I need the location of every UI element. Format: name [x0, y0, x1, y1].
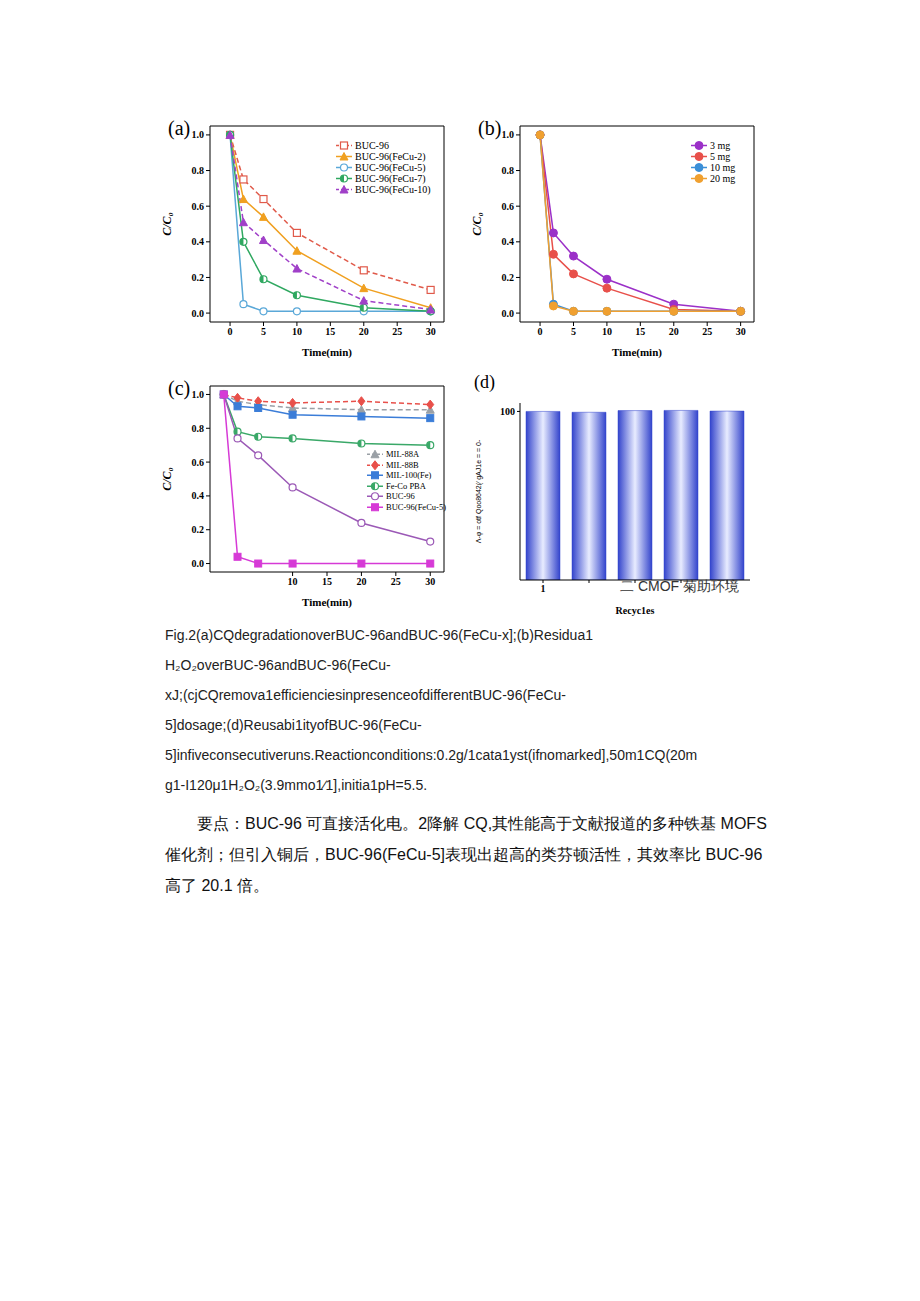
svg-text:Recyc1es: Recyc1es — [616, 605, 655, 616]
html-text:5]infiveconsecutiveruns.Reacti: 5]infiveconsecutiveruns.Reactionconditio… — [165, 747, 698, 763]
html-text:10 mg: 10 mg — [710, 162, 736, 173]
svg-text:1: 1 — [541, 583, 546, 594]
svg-text:0.2: 0.2 — [502, 272, 515, 283]
html-text:g1-I120μ1H₂O₂(3.9mmo1∕1],initi: g1-I120μ1H₂O₂(3.9mmo1∕1],initia1pH=5.5. — [165, 777, 428, 793]
svg-text:10: 10 — [602, 326, 612, 337]
svg-text:5: 5 — [261, 326, 266, 337]
svg-text:0.6: 0.6 — [192, 457, 205, 468]
html-text:MIL-88B: MIL-88B — [386, 459, 419, 470]
svg-text:0.8: 0.8 — [502, 165, 515, 176]
svg-text:Time(min): Time(min) — [302, 596, 352, 609]
html-text:H₂O₂overBUC-96andBUC-96(FeCu-: H₂O₂overBUC-96andBUC-96(FeCu- — [165, 657, 391, 673]
svg-text:25: 25 — [702, 326, 712, 337]
html-text:Fig.2(a)CQdegradationoverBUC-9: Fig.2(a)CQdegradationoverBUC-96andBUC-96… — [165, 627, 593, 643]
svg-text:15: 15 — [322, 576, 332, 587]
svg-text:0.6: 0.6 — [502, 201, 515, 212]
html-text:(b): (b) — [478, 117, 502, 139]
svg-text:0.4: 0.4 — [502, 236, 515, 247]
svg-text:30: 30 — [426, 326, 436, 337]
svg-text:1.0: 1.0 — [192, 129, 205, 140]
svg-text:1.0: 1.0 — [192, 389, 205, 400]
html-text:BUC-96(FeCu-5): BUC-96(FeCu-5) — [386, 501, 446, 512]
svg-text:0.4: 0.4 — [192, 236, 205, 247]
html-text:BUC-96(FeCu-5): BUC-96(FeCu-5) — [355, 162, 426, 173]
svg-text:0.8: 0.8 — [192, 165, 205, 176]
svg-text:C/C₀: C/C₀ — [160, 467, 174, 491]
svg-text:30: 30 — [425, 576, 435, 587]
svg-text:100: 100 — [500, 406, 515, 417]
svg-text:Time(min): Time(min) — [302, 346, 352, 359]
html-text:3 mg: 3 mg — [710, 140, 731, 151]
svg-text:0.0: 0.0 — [192, 558, 205, 569]
svg-text:10: 10 — [292, 326, 302, 337]
svg-text:0.0: 0.0 — [192, 308, 205, 319]
html-text:BUC-96: BUC-96 — [355, 140, 389, 151]
html-text:BUC-96(FeCu-7): BUC-96(FeCu-7) — [355, 173, 426, 184]
html-text:要点：BUC-96 可直接活化电。2降解 CQ,其性能高于文: 要点：BUC-96 可直接活化电。2降解 CQ,其性能高于文献报道的多种铁基 M… — [197, 815, 767, 832]
svg-text:Λ-φ = otf Qoo8642(∕ gAJ1e = =: Λ-φ = otf Qoo8642(∕ gAJ1e = = 0- — [475, 439, 483, 543]
svg-text:0.6: 0.6 — [192, 201, 205, 212]
svg-text:0.4: 0.4 — [192, 490, 205, 501]
svg-text:0.0: 0.0 — [502, 308, 515, 319]
html-text:(a): (a) — [168, 117, 191, 139]
svg-text:20: 20 — [669, 326, 679, 337]
html-text:5 mg: 5 mg — [710, 151, 731, 162]
svg-text:20: 20 — [359, 326, 369, 337]
html-text:(d): (d) — [474, 372, 495, 392]
html-text:BUC-96(FeCu-10): BUC-96(FeCu-10) — [355, 184, 431, 195]
html-text:BUC-96(FeCu-2): BUC-96(FeCu-2) — [355, 151, 426, 162]
svg-text:0: 0 — [228, 326, 233, 337]
svg-text:0.2: 0.2 — [192, 524, 205, 535]
svg-text:Time(min): Time(min) — [612, 346, 662, 359]
svg-text:5: 5 — [571, 326, 576, 337]
html-text:MIL-88A: MIL-88A — [386, 449, 420, 459]
svg-text:10: 10 — [288, 576, 298, 587]
svg-text:25: 25 — [391, 576, 401, 587]
html-text:Fe-Co PBA: Fe-Co PBA — [386, 480, 426, 491]
svg-text:C/C₀: C/C₀ — [160, 212, 174, 236]
html-text:xJ;(cjCQremova1efficienciesinp: xJ;(cjCQremova1efficienciesinpresenceofd… — [165, 687, 566, 703]
svg-text:0.2: 0.2 — [192, 272, 205, 283]
svg-text:25: 25 — [392, 326, 402, 337]
svg-text:15: 15 — [635, 326, 645, 337]
html-text:催化剂；但引入铜后，BUC-96(FeCu-5]表现出超高的: 催化剂；但引入铜后，BUC-96(FeCu-5]表现出超高的类芬顿活性，其效率比… — [165, 846, 763, 863]
html-text:(c): (c) — [168, 377, 191, 399]
svg-text:30: 30 — [736, 326, 746, 337]
html-text:BUC-96: BUC-96 — [386, 491, 415, 501]
html-text:5]dosage;(d)Reusabi1ityofBUC-9: 5]dosage;(d)Reusabi1ityofBUC-96(FeCu- — [165, 717, 422, 733]
html-text:高了 20.1 倍。: 高了 20.1 倍。 — [165, 877, 269, 894]
svg-text:C/C₀: C/C₀ — [470, 212, 484, 236]
html-text:MIL-100(Fe): MIL-100(Fe) — [386, 470, 432, 480]
html-text:二 CMOF 菊助环境: 二 CMOF 菊助环境 — [620, 578, 739, 594]
svg-text:0.8: 0.8 — [192, 423, 205, 434]
svg-text:15: 15 — [325, 326, 335, 337]
html-text:20 mg: 20 mg — [710, 173, 736, 184]
svg-text:20: 20 — [356, 576, 366, 587]
svg-text:1.0: 1.0 — [502, 129, 515, 140]
svg-text:0: 0 — [538, 326, 543, 337]
